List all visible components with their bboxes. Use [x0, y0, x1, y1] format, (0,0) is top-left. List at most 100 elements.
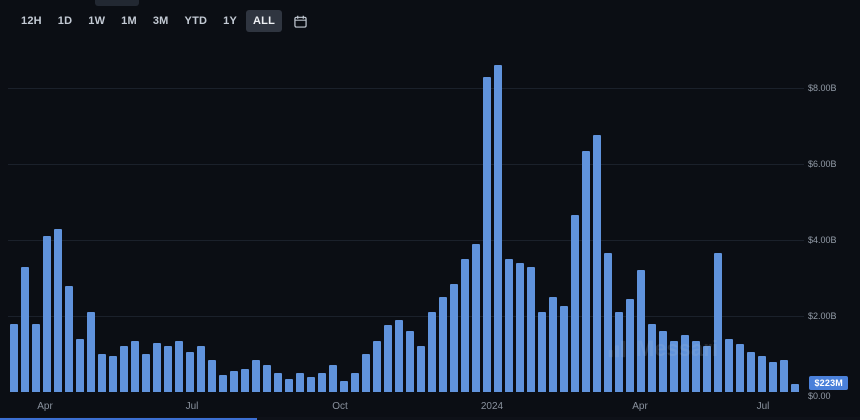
volume-bar[interactable] — [648, 324, 656, 392]
y-tick-label: $0.00 — [808, 391, 831, 401]
volume-bar[interactable] — [428, 312, 436, 392]
volume-bar[interactable] — [43, 236, 51, 392]
x-tick-label: Jul — [185, 401, 199, 412]
range-button-1w[interactable]: 1W — [81, 10, 112, 32]
volume-bar[interactable] — [230, 371, 238, 392]
volume-bar[interactable] — [626, 299, 634, 392]
gridline — [8, 164, 804, 165]
volume-bar[interactable] — [582, 151, 590, 392]
volume-bar[interactable] — [538, 312, 546, 392]
volume-bar[interactable] — [450, 284, 458, 392]
volume-bar[interactable] — [87, 312, 95, 392]
x-tick-label: Apr — [37, 401, 53, 412]
y-tick-label: $2.00B — [808, 311, 837, 321]
volume-bar[interactable] — [296, 373, 304, 392]
volume-bar[interactable] — [186, 352, 194, 392]
range-button-1d[interactable]: 1D — [51, 10, 79, 32]
volume-bar[interactable] — [615, 312, 623, 392]
volume-bar[interactable] — [329, 365, 337, 392]
volume-bar[interactable] — [252, 360, 260, 392]
calendar-button[interactable] — [288, 11, 313, 32]
volume-bar[interactable] — [153, 343, 161, 392]
gridline — [8, 240, 804, 241]
volume-bar[interactable] — [483, 77, 491, 392]
volume-bar[interactable] — [32, 324, 40, 392]
volume-bar[interactable] — [384, 325, 392, 392]
range-button-1y[interactable]: 1Y — [216, 10, 244, 32]
volume-bar[interactable] — [54, 229, 62, 392]
volume-bar[interactable] — [780, 360, 788, 392]
volume-bar[interactable] — [714, 253, 722, 392]
volume-bar[interactable] — [120, 346, 128, 392]
gridline — [8, 316, 804, 317]
range-button-all[interactable]: ALL — [246, 10, 282, 32]
volume-bar[interactable] — [571, 215, 579, 392]
messari-watermark-text: Messari — [636, 336, 718, 361]
volume-bar[interactable] — [703, 346, 711, 392]
volume-bar[interactable] — [461, 259, 469, 392]
volume-bar[interactable] — [98, 354, 106, 392]
range-toolbar: 12H 1D 1W 1M 3M YTD 1Y ALL — [14, 10, 313, 32]
volume-bar[interactable] — [527, 267, 535, 392]
volume-bar[interactable] — [351, 373, 359, 392]
volume-bar[interactable] — [725, 339, 733, 392]
volume-bar[interactable] — [65, 286, 73, 392]
volume-bar[interactable] — [285, 379, 293, 392]
volume-bar[interactable] — [263, 365, 271, 392]
x-tick-label: Apr — [632, 401, 648, 412]
volume-bar[interactable] — [21, 267, 29, 392]
volume-bar[interactable] — [681, 335, 689, 392]
volume-bar[interactable] — [758, 356, 766, 392]
volume-bar[interactable] — [219, 375, 227, 392]
volume-bar[interactable] — [318, 373, 326, 392]
volume-bar[interactable] — [604, 253, 612, 392]
volume-bar[interactable] — [197, 346, 205, 392]
volume-bar[interactable] — [692, 341, 700, 392]
volume-bar[interactable] — [637, 270, 645, 392]
calendar-icon — [294, 15, 307, 28]
volume-bar[interactable] — [373, 341, 381, 392]
volume-bar[interactable] — [505, 259, 513, 392]
volume-bar[interactable] — [417, 346, 425, 392]
range-button-ytd[interactable]: YTD — [178, 10, 215, 32]
range-button-3m[interactable]: 3M — [146, 10, 176, 32]
volume-bar[interactable] — [76, 339, 84, 392]
volume-bar[interactable] — [340, 381, 348, 392]
volume-bar[interactable] — [142, 354, 150, 392]
volume-bar[interactable] — [472, 244, 480, 392]
volume-bar[interactable] — [593, 135, 601, 392]
volume-bar[interactable] — [791, 384, 799, 392]
volume-bar[interactable] — [659, 331, 667, 392]
x-tick-label: 2024 — [480, 401, 504, 412]
volume-bar[interactable] — [307, 377, 315, 392]
volume-bar[interactable] — [769, 362, 777, 392]
volume-bar[interactable] — [494, 65, 502, 392]
volume-bar[interactable] — [164, 346, 172, 392]
y-tick-label: $6.00B — [808, 159, 837, 169]
x-tick-label: Oct — [332, 401, 348, 412]
volume-bar[interactable] — [131, 341, 139, 392]
volume-bar[interactable] — [274, 373, 282, 392]
volume-bar[interactable] — [241, 369, 249, 392]
volume-bar[interactable] — [406, 331, 414, 392]
volume-bar[interactable] — [208, 360, 216, 392]
volume-bar[interactable] — [516, 263, 524, 392]
volume-bar[interactable] — [736, 344, 744, 392]
volume-bar[interactable] — [175, 341, 183, 392]
y-tick-label: $4.00B — [808, 235, 837, 245]
volume-bar[interactable] — [549, 297, 557, 392]
volume-bar[interactable] — [560, 306, 568, 392]
volume-bar[interactable] — [670, 341, 678, 392]
volume-bar[interactable] — [362, 354, 370, 392]
range-button-12h[interactable]: 12H — [14, 10, 49, 32]
volume-bar[interactable] — [10, 324, 18, 392]
range-button-1m[interactable]: 1M — [114, 10, 144, 32]
volume-bar[interactable] — [109, 356, 117, 392]
volume-bar[interactable] — [439, 297, 447, 392]
messari-watermark: Messari — [606, 336, 718, 362]
volume-bar[interactable] — [395, 320, 403, 392]
bar-series — [10, 58, 804, 392]
volume-bar[interactable] — [747, 352, 755, 392]
